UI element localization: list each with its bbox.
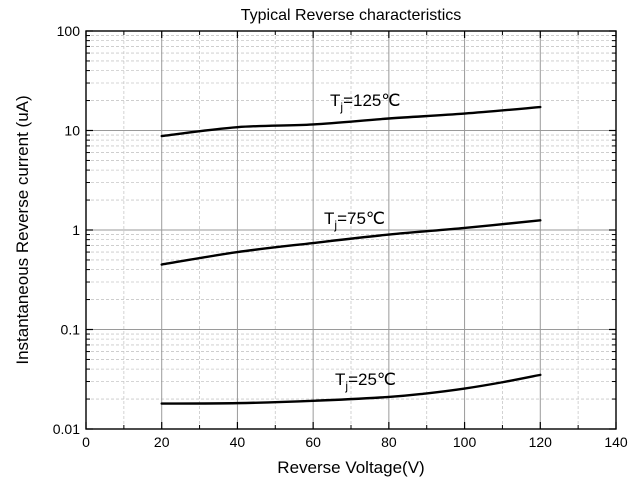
tick-labels: 0.01 0.1 1 10 100 0 20 40 60 80 100 120 140 [53,23,628,450]
y-tick-label: 100 [57,23,81,39]
x-tick-label: 0 [82,434,90,450]
x-tick-label: 100 [453,434,477,450]
y-tick-label: 0.1 [61,322,81,338]
y-tick-label: 0.01 [53,421,80,437]
x-tick-label: 40 [230,434,246,450]
series-label-75: Tj=75℃ [324,209,385,232]
series-label-125: Tj=125℃ [330,91,400,114]
y-axis-title: Instantaneous Reverse current (uA) [13,95,32,364]
x-tick-label: 140 [604,434,628,450]
x-tick-label: 60 [305,434,321,450]
chart-title: Typical Reverse characteristics [241,7,462,24]
series-lines [160,105,542,405]
series-label-25: Tj=25℃ [335,370,396,393]
y-tick-label: 10 [64,123,80,139]
series-line-tj-75 [160,219,542,266]
series-line-tj-25 [160,373,542,405]
series-line-tj-125 [160,105,542,138]
x-axis-title: Reverse Voltage(V) [277,458,424,477]
x-tick-label: 80 [381,434,397,450]
grid [86,31,616,429]
x-tick-label: 120 [529,434,553,450]
x-tick-label: 20 [154,434,170,450]
y-tick-label: 1 [72,222,80,238]
axis-ticks [85,30,617,430]
